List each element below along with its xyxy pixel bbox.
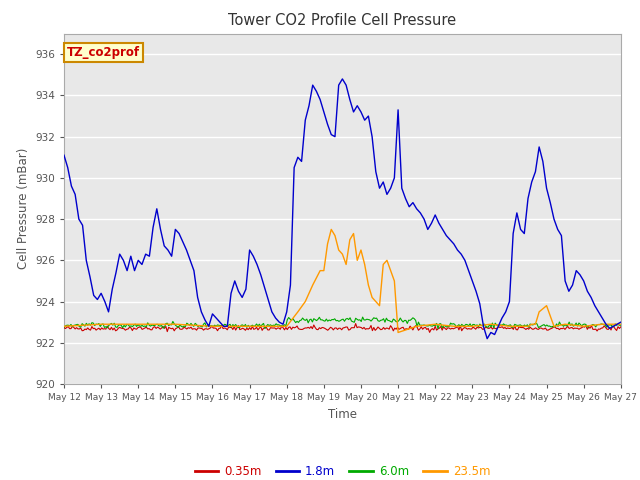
Title: Tower CO2 Profile Cell Pressure: Tower CO2 Profile Cell Pressure [228, 13, 456, 28]
Legend: 0.35m, 1.8m, 6.0m, 23.5m: 0.35m, 1.8m, 6.0m, 23.5m [190, 461, 495, 480]
X-axis label: Time: Time [328, 408, 357, 420]
Text: TZ_co2prof: TZ_co2prof [67, 46, 140, 59]
Y-axis label: Cell Pressure (mBar): Cell Pressure (mBar) [17, 148, 29, 269]
